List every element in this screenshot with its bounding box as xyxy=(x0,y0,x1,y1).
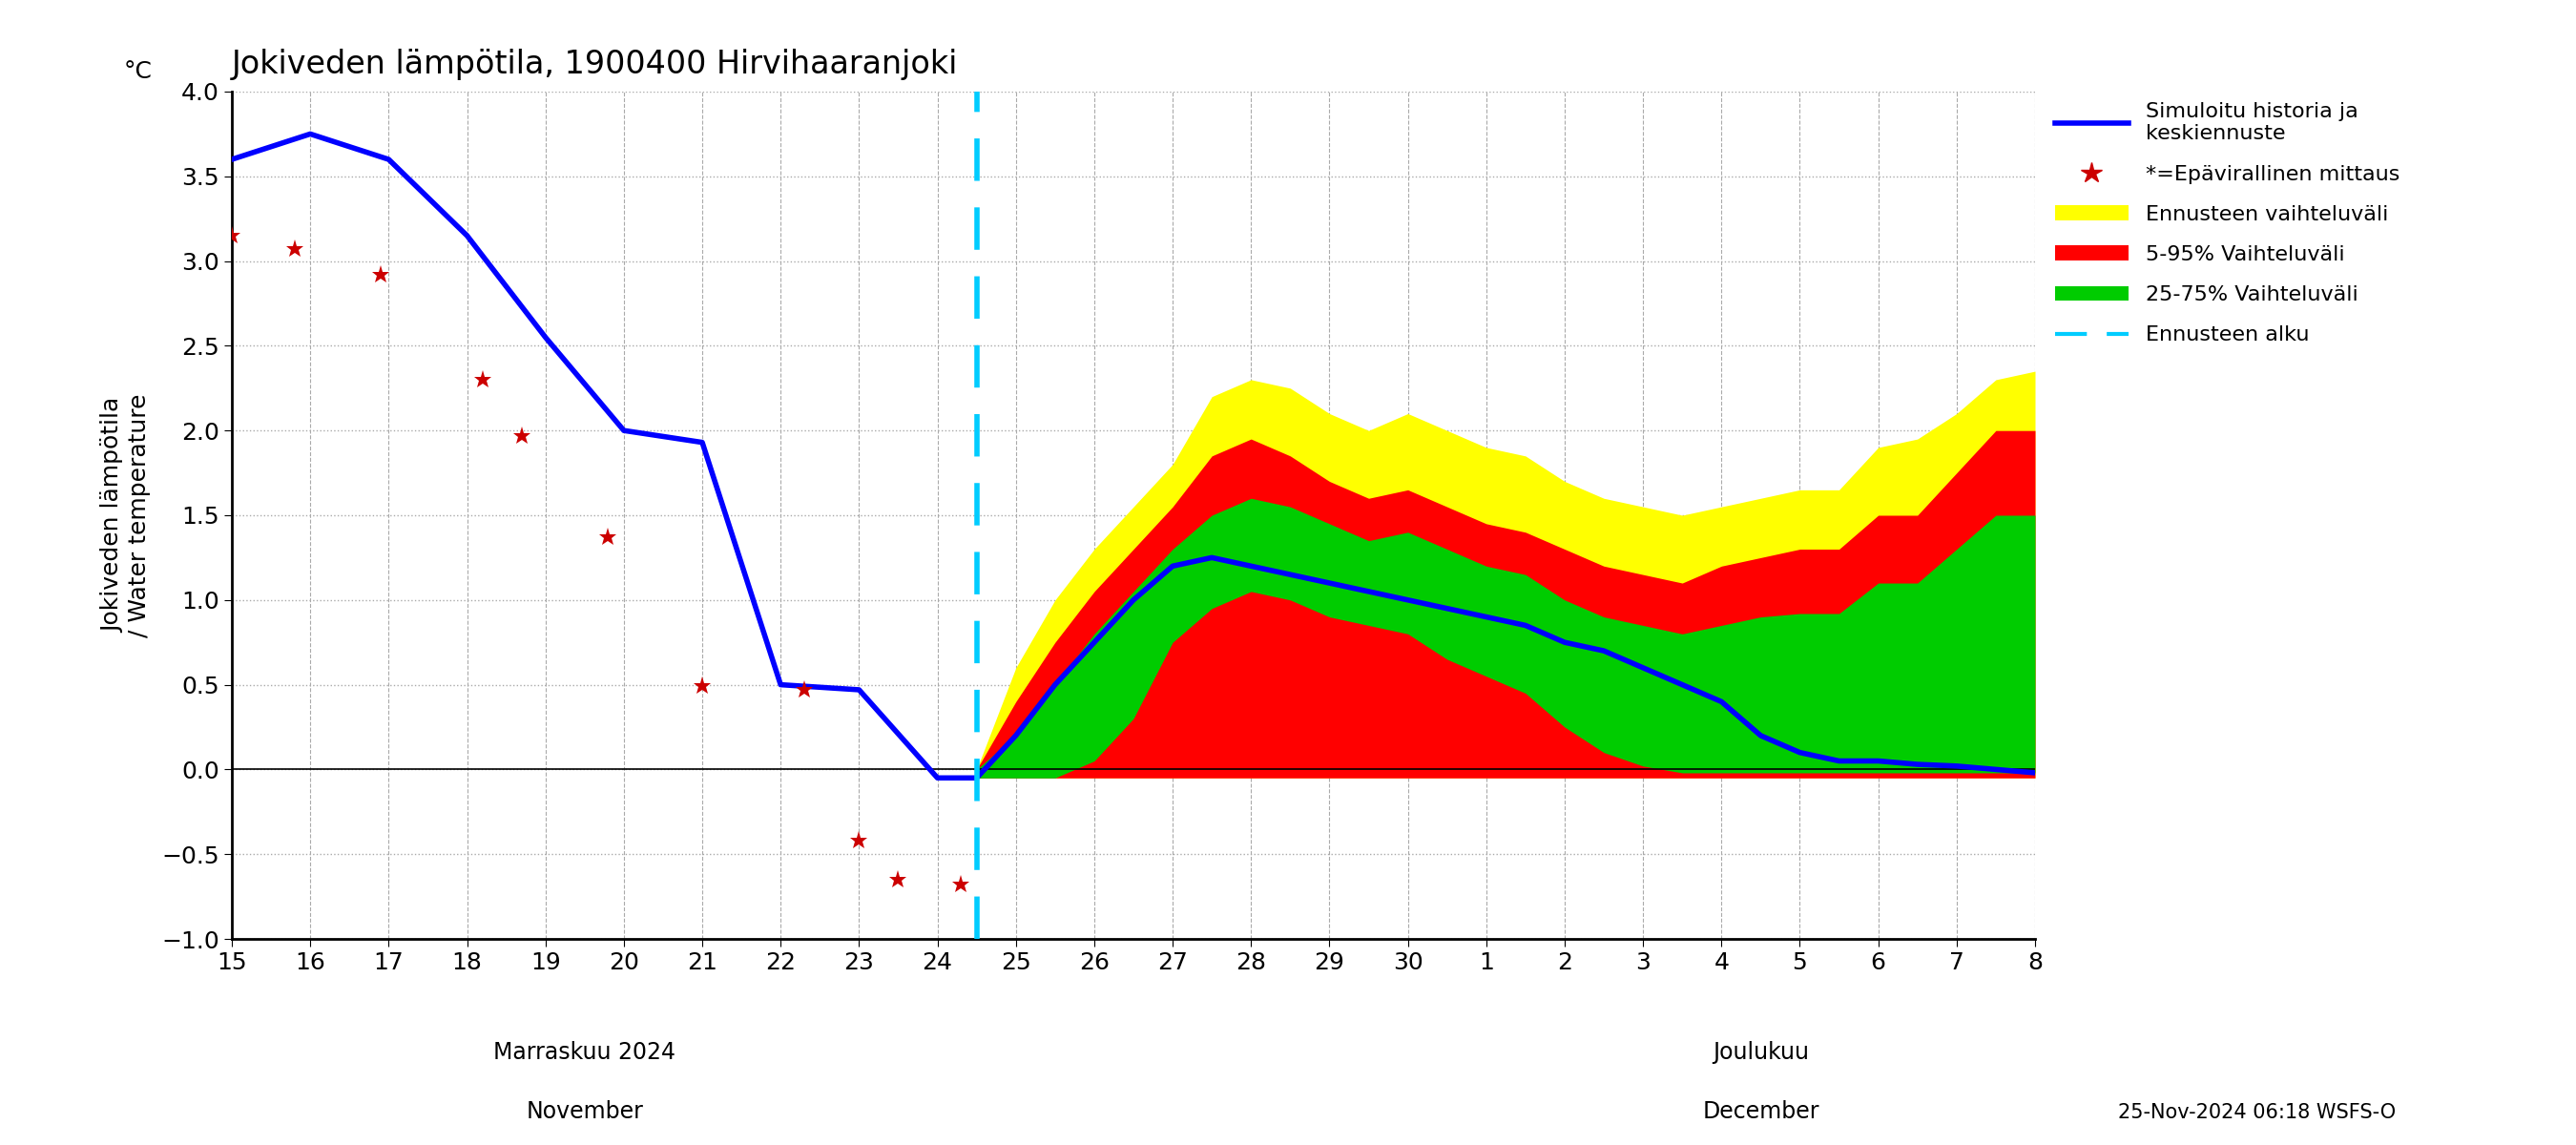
Text: November: November xyxy=(526,1100,644,1123)
Text: Jokiveden lämpötila, 1900400 Hirvihaaranjoki: Jokiveden lämpötila, 1900400 Hirvihaaran… xyxy=(232,48,958,80)
Text: °C: °C xyxy=(124,61,152,84)
Text: 25-Nov-2024 06:18 WSFS-O: 25-Nov-2024 06:18 WSFS-O xyxy=(2117,1103,2396,1122)
Text: Joulukuu: Joulukuu xyxy=(1713,1041,1808,1064)
Y-axis label: Jokiveden lämpötila
/ Water temperature: Jokiveden lämpötila / Water temperature xyxy=(100,394,149,637)
Text: Marraskuu 2024: Marraskuu 2024 xyxy=(495,1041,675,1064)
Legend: Simuloitu historia ja
keskiennuste, *=Epävirallinen mittaus, Ennusteen vaihteluv: Simuloitu historia ja keskiennuste, *=Ep… xyxy=(2056,102,2401,345)
Text: December: December xyxy=(1703,1100,1819,1123)
